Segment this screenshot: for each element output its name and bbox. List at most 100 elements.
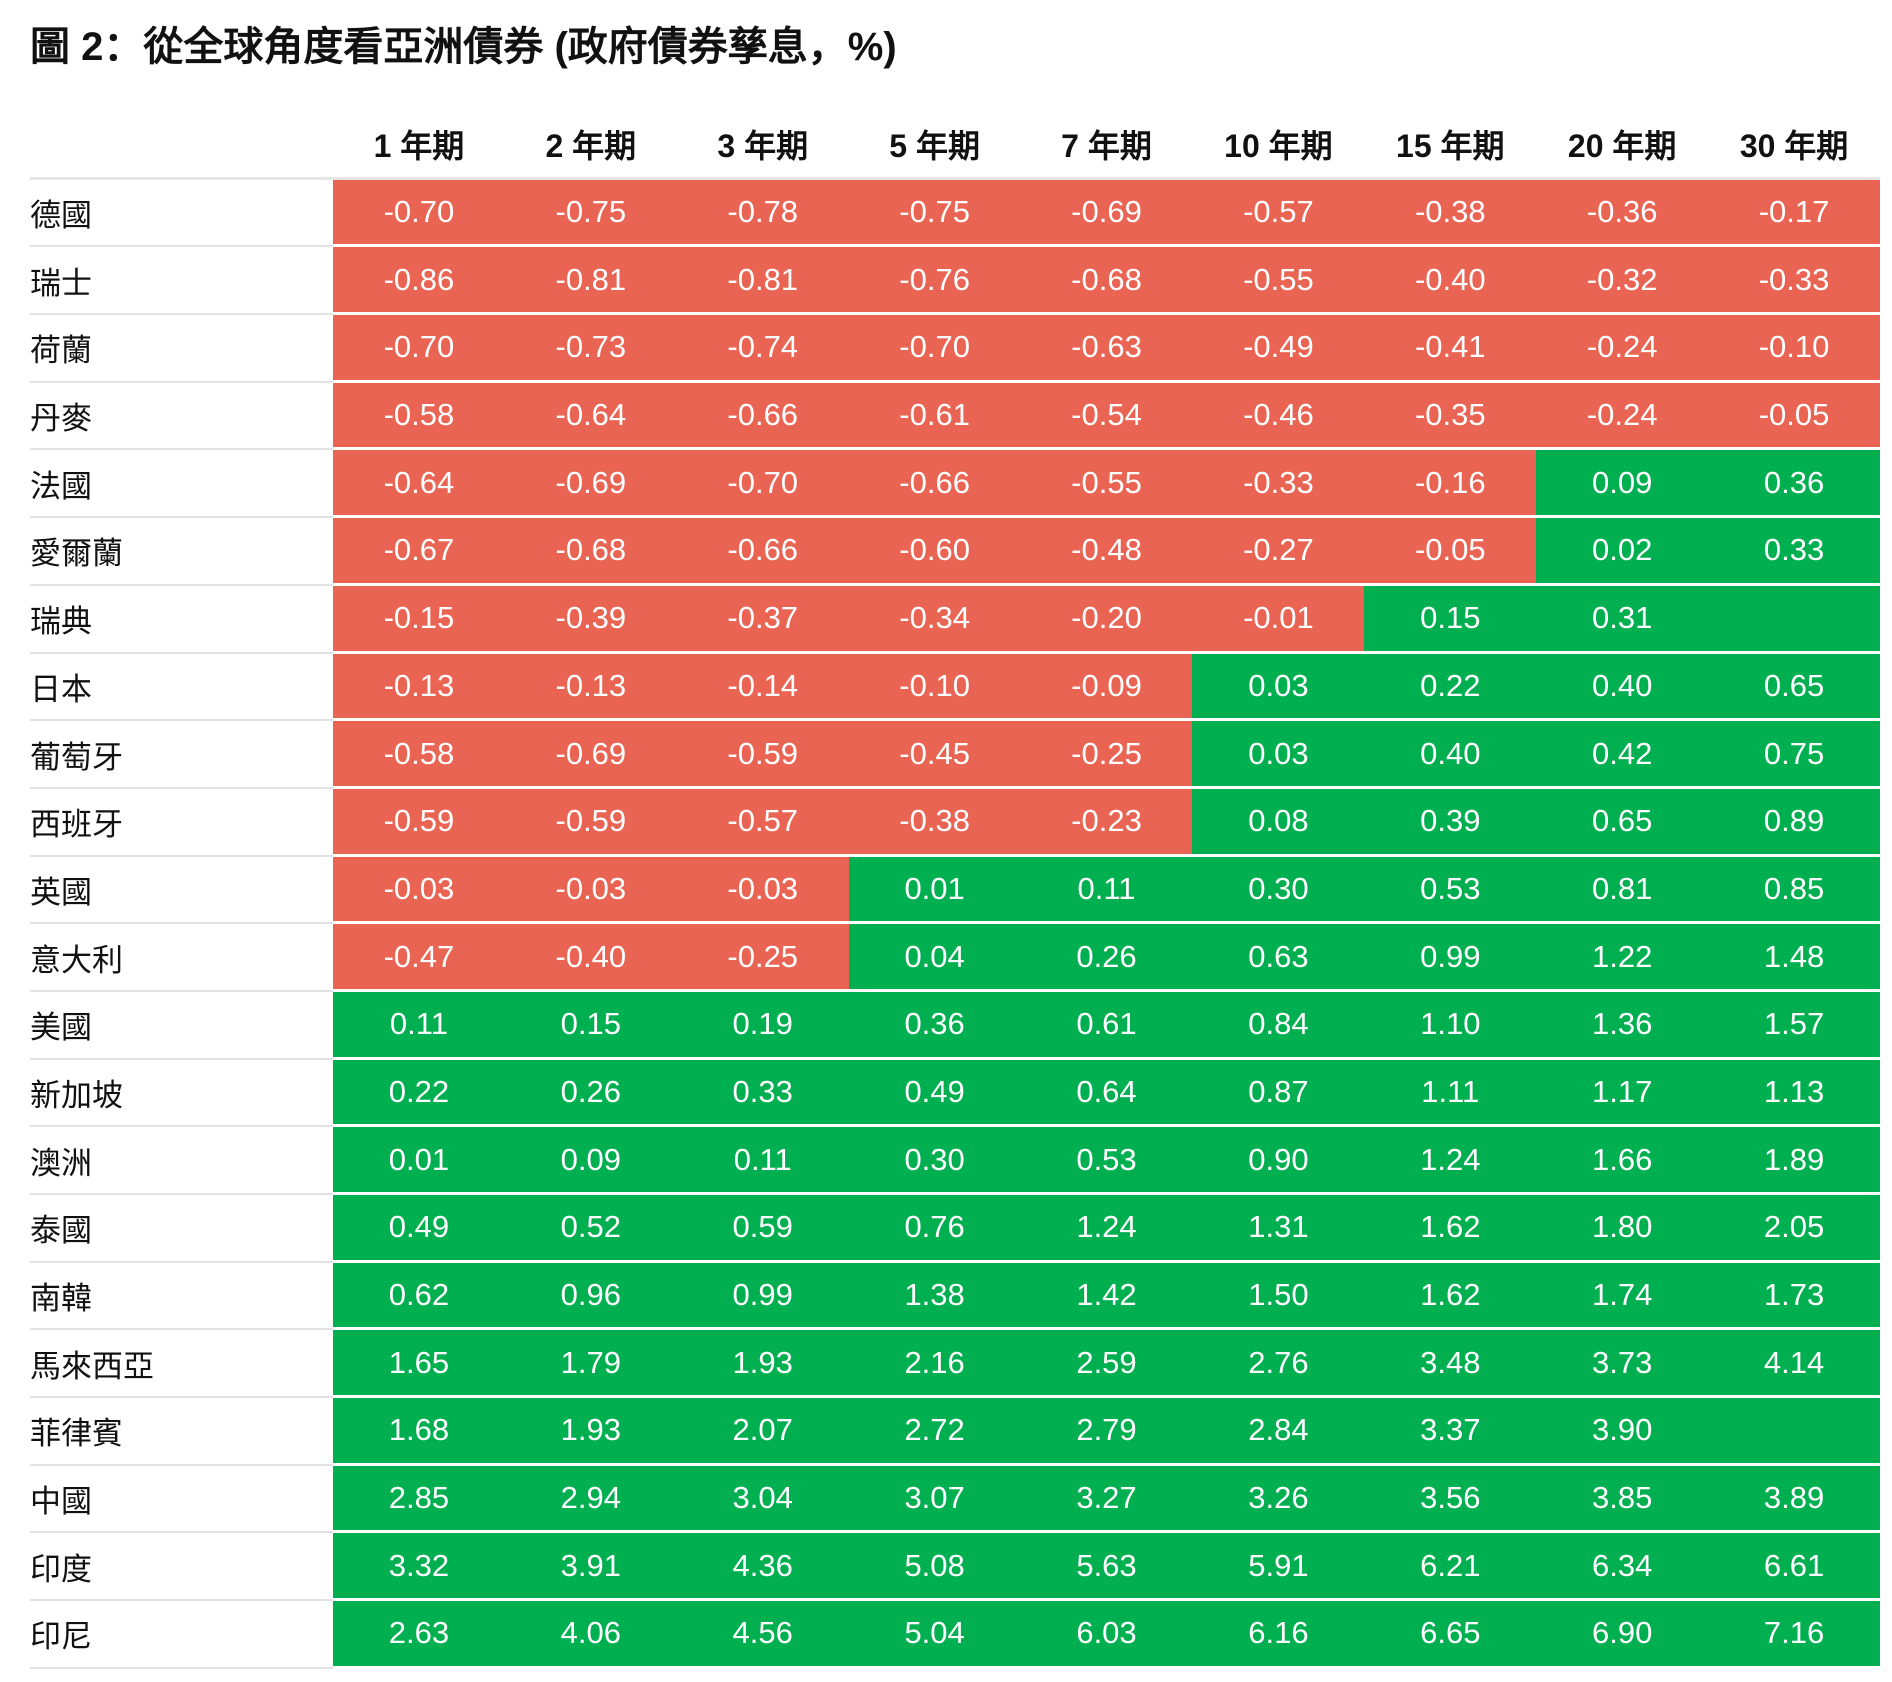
yield-cell: 0.40: [1536, 653, 1709, 722]
yield-cell: 1.22: [1536, 924, 1709, 992]
yield-cell: 1.38: [848, 1262, 1021, 1331]
yield-cell: 1.17: [1536, 1059, 1709, 1128]
yield-cell: -0.13: [333, 653, 505, 722]
yield-cell: -0.58: [333, 382, 505, 451]
yield-cell: 0.15: [504, 991, 677, 1060]
yield-cell: -0.34: [848, 585, 1021, 654]
yield-cell: 0.11: [1020, 856, 1193, 925]
yield-cell: 6.21: [1364, 1533, 1537, 1602]
yield-cell: 0.65: [1708, 653, 1881, 722]
yield-cell: -0.47: [333, 924, 505, 992]
yield-cell: 0.03: [1192, 721, 1365, 789]
yield-cell: -0.57: [1192, 179, 1365, 248]
yield-cell: 0.04: [848, 924, 1021, 992]
yield-cell: 1.93: [504, 1398, 677, 1466]
corner-cell: [30, 112, 333, 180]
row-label: 泰國: [30, 1195, 333, 1263]
yield-cell: 0.36: [848, 991, 1021, 1060]
yield-cell: -0.69: [504, 450, 677, 519]
yield-cell: 0.64: [1020, 1059, 1193, 1128]
yield-cell: 6.61: [1708, 1533, 1881, 1602]
yield-cell: 0.81: [1536, 856, 1709, 925]
yield-cell: 4.06: [504, 1601, 677, 1669]
yield-cell: 1.65: [333, 1330, 505, 1399]
yield-cell: 1.73: [1708, 1262, 1881, 1331]
yield-cell: 0.02: [1536, 518, 1709, 586]
title: 圖 2：從全球角度看亞洲債券 (政府債券孳息，%): [30, 25, 897, 69]
yield-cell: 3.04: [676, 1465, 849, 1534]
yield-cell: 2.84: [1192, 1398, 1365, 1466]
yield-cell: 0.61: [1020, 991, 1193, 1060]
yield-cell: 0.76: [848, 1195, 1021, 1263]
yield-cell: -0.36: [1536, 179, 1709, 248]
yield-cell: -0.73: [504, 315, 677, 383]
yield-cell: -0.67: [333, 518, 505, 586]
yield-cell: 6.03: [1020, 1601, 1193, 1669]
yield-cell: 0.89: [1708, 788, 1881, 857]
yield-cell: [1708, 585, 1881, 654]
yield-cell: -0.61: [848, 382, 1021, 451]
yield-cell: -0.10: [1708, 315, 1881, 383]
column-header: 1 年期: [333, 112, 505, 180]
yield-cell: 0.09: [504, 1127, 677, 1195]
yield-cell: 1.10: [1364, 991, 1537, 1060]
row-label: 德國: [30, 180, 333, 248]
yield-cell: -0.57: [676, 788, 849, 857]
yield-cell: 5.04: [848, 1601, 1021, 1669]
yield-cell: 2.72: [848, 1398, 1021, 1466]
column-header: 5 年期: [848, 112, 1021, 180]
yield-cell: -0.24: [1536, 382, 1709, 451]
yield-cell: -0.37: [676, 585, 849, 654]
yield-cell: -0.75: [504, 179, 677, 248]
yield-cell: 0.01: [848, 856, 1021, 925]
row-label: 中國: [30, 1466, 333, 1534]
yield-cell: -0.70: [848, 315, 1021, 383]
yield-cell: -0.70: [333, 179, 505, 248]
yield-cell: -0.48: [1020, 518, 1193, 586]
yield-cell: 3.37: [1364, 1398, 1537, 1466]
yield-cell: 0.53: [1364, 856, 1537, 925]
row-label: 英國: [30, 857, 333, 925]
row-label: 菲律賓: [30, 1398, 333, 1466]
column-header: 2 年期: [504, 112, 677, 180]
row-label: 新加坡: [30, 1060, 333, 1128]
yield-cell: 0.30: [1192, 856, 1365, 925]
column-header: 3 年期: [676, 112, 849, 180]
yield-cell: -0.17: [1708, 179, 1881, 248]
yield-cell: -0.66: [848, 450, 1021, 519]
yield-cell: -0.20: [1020, 585, 1193, 654]
yield-cell: 1.62: [1364, 1262, 1537, 1331]
row-label: 意大利: [30, 924, 333, 992]
yield-cell: -0.41: [1364, 315, 1537, 383]
yield-cell: 2.85: [333, 1465, 505, 1534]
yield-cell: -0.70: [333, 315, 505, 383]
yield-cell: 5.63: [1020, 1533, 1193, 1602]
yield-cell: 0.36: [1708, 450, 1881, 519]
row-label: 日本: [30, 654, 333, 722]
yield-cell: -0.35: [1364, 382, 1537, 451]
yield-cell: -0.03: [333, 856, 505, 925]
yield-cell: -0.09: [1020, 653, 1193, 722]
yield-cell: 0.09: [1536, 450, 1709, 519]
yield-cell: -0.76: [848, 247, 1021, 316]
yield-cell: 3.07: [848, 1465, 1021, 1534]
yield-cell: 0.33: [676, 1059, 849, 1128]
yield-cell: 3.56: [1364, 1465, 1537, 1534]
yield-cell: 0.33: [1708, 518, 1881, 586]
yield-cell: 3.48: [1364, 1330, 1537, 1399]
yield-cell: 0.26: [504, 1059, 677, 1128]
row-label: 葡萄牙: [30, 721, 333, 789]
yield-cell: 0.49: [333, 1195, 505, 1263]
yield-cell: -0.40: [504, 924, 677, 992]
yield-cell: 0.85: [1708, 856, 1881, 925]
yield-cell: 1.31: [1192, 1195, 1365, 1263]
yield-cell: 1.62: [1364, 1195, 1537, 1263]
yield-cell: 2.79: [1020, 1398, 1193, 1466]
yield-cell: 0.99: [676, 1262, 849, 1331]
yield-cell: 0.84: [1192, 991, 1365, 1060]
yield-cell: 1.79: [504, 1330, 677, 1399]
yield-cell: 2.07: [676, 1398, 849, 1466]
column-header: 10 年期: [1192, 112, 1365, 180]
yield-cell: 1.11: [1364, 1059, 1537, 1128]
yield-cell: 3.89: [1708, 1465, 1881, 1534]
